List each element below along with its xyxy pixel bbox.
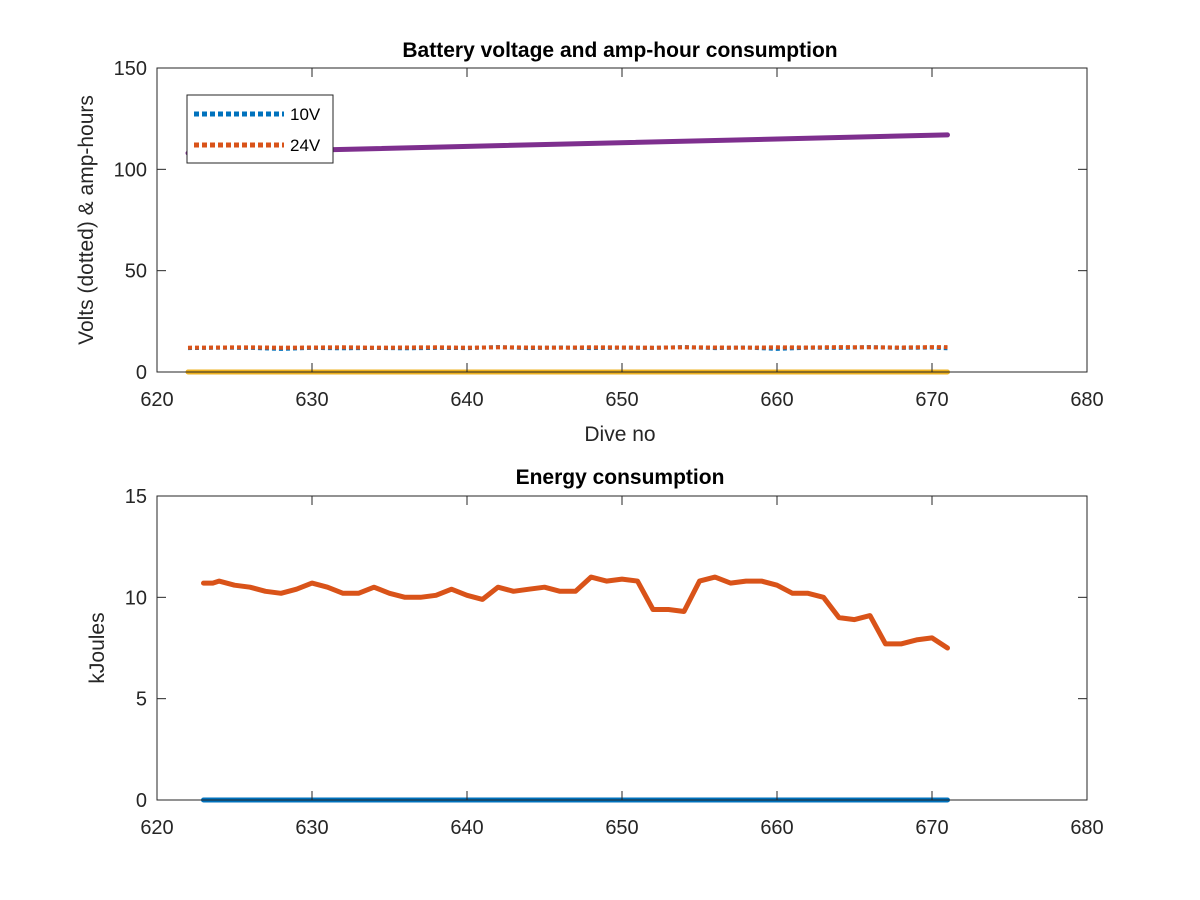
voltage-chart-ytick-label: 150 xyxy=(114,58,147,80)
energy-chart-ytick-label: 0 xyxy=(136,790,147,812)
legend-label-10v: 10V xyxy=(290,105,321,124)
energy-chart-xtick-label: 650 xyxy=(605,817,638,839)
voltage-chart-ytick-label: 0 xyxy=(136,362,147,384)
voltage-chart-xtick-label: 680 xyxy=(1070,389,1103,411)
energy-chart-xtick-label: 630 xyxy=(295,817,328,839)
voltage-chart-ylabel: Volts (dotted) & amp-hours xyxy=(75,95,98,345)
voltage-chart-xtick-label: 650 xyxy=(605,389,638,411)
energy-chart-ylabel: kJoules xyxy=(86,612,109,683)
energy-chart: Energy consumption 620 630 640 650 660 670 680… xyxy=(86,466,1104,839)
voltage-chart-title: Battery voltage and amp-hour consumption xyxy=(402,39,837,62)
energy-chart-ytick-label: 15 xyxy=(125,486,147,508)
voltage-chart-series-24v xyxy=(187,345,948,350)
voltage-chart-ytick-label: 100 xyxy=(114,159,147,181)
energy-chart-xtick-label: 680 xyxy=(1070,817,1103,839)
voltage-chart-xtick-label: 640 xyxy=(450,389,483,411)
energy-chart-xtick-label: 640 xyxy=(450,817,483,839)
energy-chart-xtick-label: 620 xyxy=(140,817,173,839)
voltage-chart-xtick-label: 670 xyxy=(915,389,948,411)
voltage-chart-ytick-label: 50 xyxy=(125,261,147,283)
voltage-chart-xlabel: Dive no xyxy=(584,423,655,446)
energy-chart-ticks: 620 630 640 650 660 670 680 0 5 10 15 xyxy=(125,486,1104,839)
energy-chart-xtick-label: 670 xyxy=(915,817,948,839)
energy-chart-title: Energy consumption xyxy=(516,466,725,489)
energy-chart-xtick-label: 660 xyxy=(760,817,793,839)
voltage-chart: Battery voltage and amp-hour consumption… xyxy=(75,39,1104,446)
voltage-chart-xtick-label: 660 xyxy=(760,389,793,411)
legend-box xyxy=(186,94,334,164)
energy-chart-ytick-label: 10 xyxy=(125,587,147,609)
energy-chart-series-line-1 xyxy=(201,574,950,651)
energy-chart-ytick-label: 5 xyxy=(136,689,147,711)
voltage-chart-xtick-label: 630 xyxy=(295,389,328,411)
legend-label-24v: 24V xyxy=(290,136,321,155)
legend: 10V 24V xyxy=(186,94,334,164)
voltage-chart-xtick-label: 620 xyxy=(140,389,173,411)
voltage-chart-ticks: 620 630 640 650 660 670 680 0 50 100 150 xyxy=(114,58,1104,411)
